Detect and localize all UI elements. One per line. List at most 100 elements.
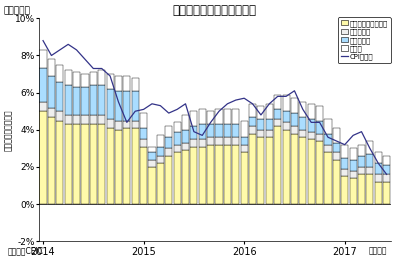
Bar (40, 111, 47, 204)
Bar (215, 137, 223, 145)
Bar (366, 141, 373, 154)
Bar (132, 78, 139, 91)
Bar (207, 111, 214, 124)
Bar (199, 146, 206, 204)
Bar (333, 143, 340, 152)
Bar (232, 124, 239, 137)
Bar (324, 119, 331, 134)
Bar (115, 91, 122, 121)
Bar (266, 130, 273, 137)
Bar (241, 145, 248, 152)
Bar (48, 76, 55, 108)
Bar (274, 126, 281, 204)
Bar (366, 174, 373, 204)
Bar (207, 137, 214, 145)
Bar (173, 122, 181, 132)
Bar (215, 145, 223, 204)
Bar (358, 156, 365, 167)
Bar (123, 128, 130, 204)
Y-axis label: （前年同月比、％）: （前年同月比、％） (4, 109, 13, 151)
Bar (241, 137, 248, 145)
Bar (98, 115, 105, 124)
Bar (258, 106, 265, 119)
Bar (90, 85, 97, 115)
Bar (316, 134, 323, 141)
Bar (165, 137, 172, 149)
Bar (81, 74, 88, 87)
Bar (140, 128, 147, 139)
Bar (291, 134, 298, 204)
Bar (81, 124, 88, 204)
Bar (73, 87, 80, 115)
Bar (207, 145, 214, 204)
Bar (182, 115, 189, 130)
Bar (308, 104, 315, 119)
Bar (190, 146, 198, 204)
Bar (182, 143, 189, 150)
Bar (366, 154, 373, 167)
Bar (182, 130, 189, 143)
Bar (40, 102, 47, 111)
Bar (333, 159, 340, 204)
Bar (190, 126, 198, 139)
Bar (149, 159, 156, 167)
Bar (48, 108, 55, 117)
Bar (90, 124, 97, 204)
Bar (132, 91, 139, 121)
Bar (358, 167, 365, 174)
Bar (56, 81, 63, 111)
Bar (81, 115, 88, 124)
Bar (282, 122, 290, 130)
Bar (165, 126, 172, 137)
Bar (324, 134, 331, 145)
Bar (299, 137, 307, 204)
Bar (274, 94, 281, 109)
Bar (350, 159, 357, 171)
Text: （月次）: （月次） (369, 247, 387, 256)
Bar (40, 68, 47, 102)
Bar (308, 139, 315, 204)
Bar (207, 124, 214, 137)
Bar (282, 111, 290, 122)
Bar (123, 76, 130, 91)
Bar (375, 174, 382, 182)
Bar (308, 132, 315, 139)
Bar (157, 146, 164, 156)
Bar (65, 124, 72, 204)
Bar (173, 132, 181, 145)
Bar (274, 119, 281, 126)
Bar (375, 182, 382, 204)
Bar (73, 115, 80, 124)
Text: （資料）CEIC: （資料）CEIC (8, 247, 44, 256)
Bar (366, 167, 373, 174)
Bar (157, 156, 164, 163)
Bar (56, 65, 63, 81)
Bar (165, 149, 172, 156)
Bar (266, 104, 273, 119)
Bar (173, 145, 181, 152)
Bar (140, 113, 147, 128)
Bar (299, 117, 307, 130)
Bar (40, 50, 47, 68)
Bar (341, 176, 348, 204)
Bar (140, 146, 147, 204)
Bar (316, 121, 323, 134)
Bar (215, 124, 223, 137)
Bar (232, 145, 239, 204)
Bar (107, 74, 114, 89)
Bar (149, 146, 156, 152)
Bar (341, 145, 348, 158)
Bar (291, 113, 298, 126)
Bar (266, 137, 273, 204)
Bar (98, 85, 105, 115)
Bar (98, 70, 105, 85)
Bar (383, 174, 390, 182)
Bar (249, 104, 256, 117)
Bar (333, 152, 340, 159)
Bar (375, 152, 382, 163)
Bar (199, 139, 206, 146)
Bar (132, 128, 139, 204)
Bar (224, 137, 231, 145)
Bar (350, 171, 357, 178)
Bar (258, 130, 265, 137)
